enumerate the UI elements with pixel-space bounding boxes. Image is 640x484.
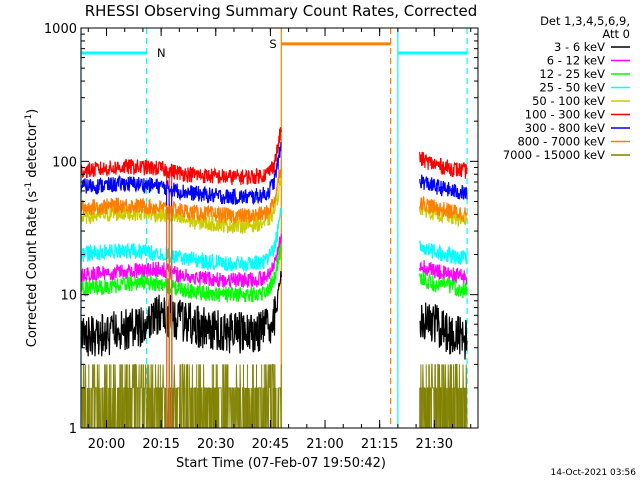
- flag-s-label: S: [269, 37, 276, 51]
- y-axis-label: Corrected Count Rate (s-1 detector-1): [24, 109, 40, 347]
- series-7-line-2: [419, 174, 468, 200]
- series-4-line-1: [80, 207, 282, 273]
- series-3-line-2: [419, 271, 468, 299]
- y-tick-label-3: 100: [52, 155, 77, 170]
- series-5-line-1: [80, 177, 282, 235]
- y-axis-label-end: ): [25, 109, 40, 114]
- series-6-line-1: [80, 127, 282, 186]
- x-tick-label-7: 21:30: [416, 437, 453, 452]
- y-axis-label-mid: detector: [25, 122, 40, 182]
- y-tick-label-2: 10: [60, 289, 77, 304]
- flag-n-label: N: [157, 46, 166, 60]
- y-axis-label-sup-1: -1: [24, 182, 34, 191]
- series-6-line-2: [419, 151, 468, 179]
- legend-entry-9: 7000 - 15000 keV: [503, 148, 605, 162]
- legend-entry-7: 300 - 800 keV: [525, 121, 605, 135]
- y-axis-label-sup-2: -1: [24, 114, 34, 123]
- legend-entry-6: 100 - 300 keV: [525, 108, 605, 122]
- legend-entry-3: 12 - 25 keV: [539, 67, 605, 81]
- legend-entry-4: 25 - 50 keV: [539, 81, 605, 95]
- series-2-line-1: [80, 233, 282, 289]
- series-8-line-2: [419, 196, 468, 224]
- x-axis-label: Start Time (07-Feb-07 19:50:42): [176, 456, 386, 471]
- series-3-line-1: [80, 243, 282, 303]
- series-2-line-2: [419, 260, 468, 286]
- x-tick-label-1: 20:00: [88, 437, 125, 452]
- x-tick-label-2: 20:15: [142, 437, 179, 452]
- y-tick-label-4: 1000: [44, 22, 77, 37]
- x-tick-label-4: 20:45: [252, 437, 289, 452]
- legend-entry-2: 6 - 12 keV: [547, 54, 605, 68]
- chart-title: RHESSI Observing Summary Count Rates, Co…: [85, 2, 478, 20]
- y-tick-label-1: 1: [69, 422, 77, 437]
- x-tick-label-3: 20:30: [197, 437, 234, 452]
- series-7-line-1: [80, 141, 282, 206]
- legend-header-1: Det 1,3,4,5,6,9,: [540, 14, 630, 28]
- timestamp: 14-Oct-2021 03:56: [551, 468, 637, 478]
- flag-bars: NS: [81, 37, 468, 60]
- legend-header-2: Att 0: [602, 27, 630, 41]
- y-axis-label-main: Corrected Count Rate (s: [25, 191, 40, 348]
- legend-entry-5: 50 - 100 keV: [532, 94, 605, 108]
- legend-entry-8: 800 - 7000 keV: [517, 135, 605, 149]
- axes: 20:00 20:15 20:30 20:45 21:00 21:15 21:30 1 10 10…: [44, 22, 479, 452]
- plot-frame: [80, 27, 479, 429]
- series-1-line-1: [80, 270, 282, 357]
- legend-entry-1: 3 - 6 keV: [554, 40, 605, 54]
- x-tick-label-6: 21:15: [361, 437, 398, 452]
- series-1-line-2: [419, 302, 468, 360]
- series-8-line-1: [80, 159, 282, 224]
- series-4-line-2: [419, 240, 468, 266]
- x-tick-label-5: 21:00: [306, 437, 343, 452]
- series-lines: [80, 127, 468, 429]
